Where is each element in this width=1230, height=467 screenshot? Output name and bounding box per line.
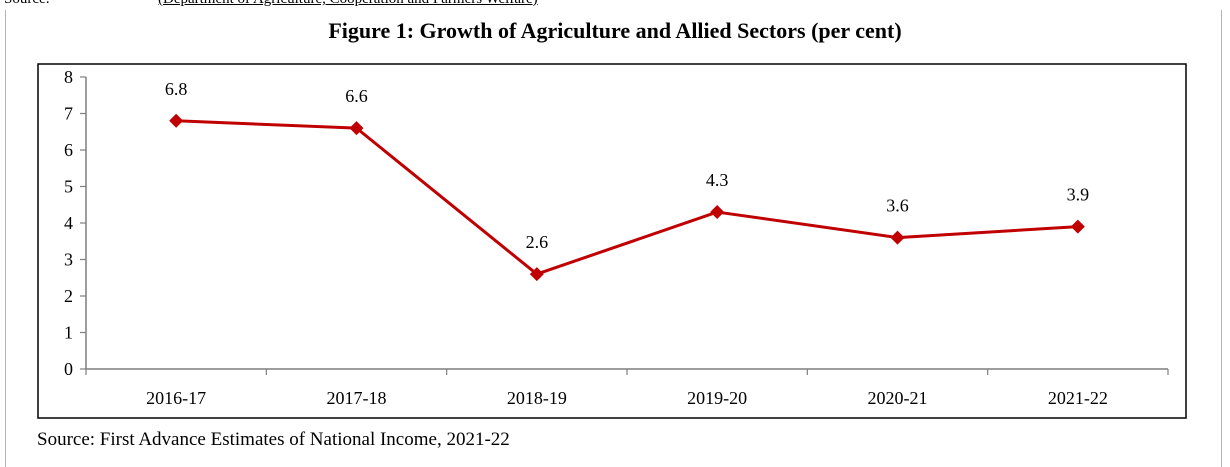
data-point-marker — [890, 230, 905, 245]
x-tick-label: 2019-20 — [687, 388, 747, 408]
x-tick-label: 2018-19 — [507, 388, 567, 408]
y-tick-label: 7 — [64, 104, 73, 124]
chart-title: Figure 1: Growth of Agriculture and Alli… — [328, 18, 902, 43]
y-tick-label: 5 — [64, 177, 73, 197]
data-point-marker — [349, 121, 364, 136]
header-strip: Source: (Department of Agriculture, Coop… — [0, 0, 700, 10]
y-tick-label: 3 — [64, 250, 73, 270]
data-label: 4.3 — [706, 170, 729, 190]
series-group — [169, 113, 1085, 282]
source-note: Source: First Advance Estimates of Natio… — [37, 429, 510, 450]
x-tick-label: 2021-22 — [1048, 388, 1108, 408]
y-tick-label: 8 — [64, 67, 73, 87]
series-line — [176, 119, 1078, 276]
data-label: 6.8 — [165, 79, 188, 99]
figure-frame — [5, 10, 1222, 467]
y-tick-label: 6 — [64, 140, 73, 160]
plot-area — [37, 63, 1187, 419]
data-point-marker — [710, 205, 725, 220]
x-tick-label: 2016-17 — [146, 388, 206, 408]
axes: 0 1 2 3 4 5 6 7 8 2016-17 2017-18 2018-19 2019-20 202… — [64, 67, 1169, 408]
data-label: 2.6 — [526, 232, 549, 252]
data-point-marker — [1070, 219, 1085, 234]
y-tick-label: 2 — [64, 286, 73, 306]
data-point-marker — [169, 113, 184, 128]
y-tick-label: 0 — [64, 359, 73, 379]
data-label: 3.6 — [886, 196, 909, 216]
y-tick-label: 4 — [64, 213, 73, 233]
y-tick-label: 1 — [64, 323, 73, 343]
header-source-title: (Department of Agriculture, Cooperation … — [158, 0, 538, 8]
data-label: 3.9 — [1067, 185, 1090, 205]
data-label: 6.6 — [345, 86, 368, 106]
x-tick-label: 2017-18 — [327, 388, 387, 408]
data-labels: 6.8 6.6 2.6 4.3 3.6 3.9 — [165, 79, 1089, 252]
header-source-label: Source: — [4, 0, 50, 8]
x-tick-label: 2020-21 — [868, 388, 928, 408]
data-point-marker — [529, 267, 544, 282]
